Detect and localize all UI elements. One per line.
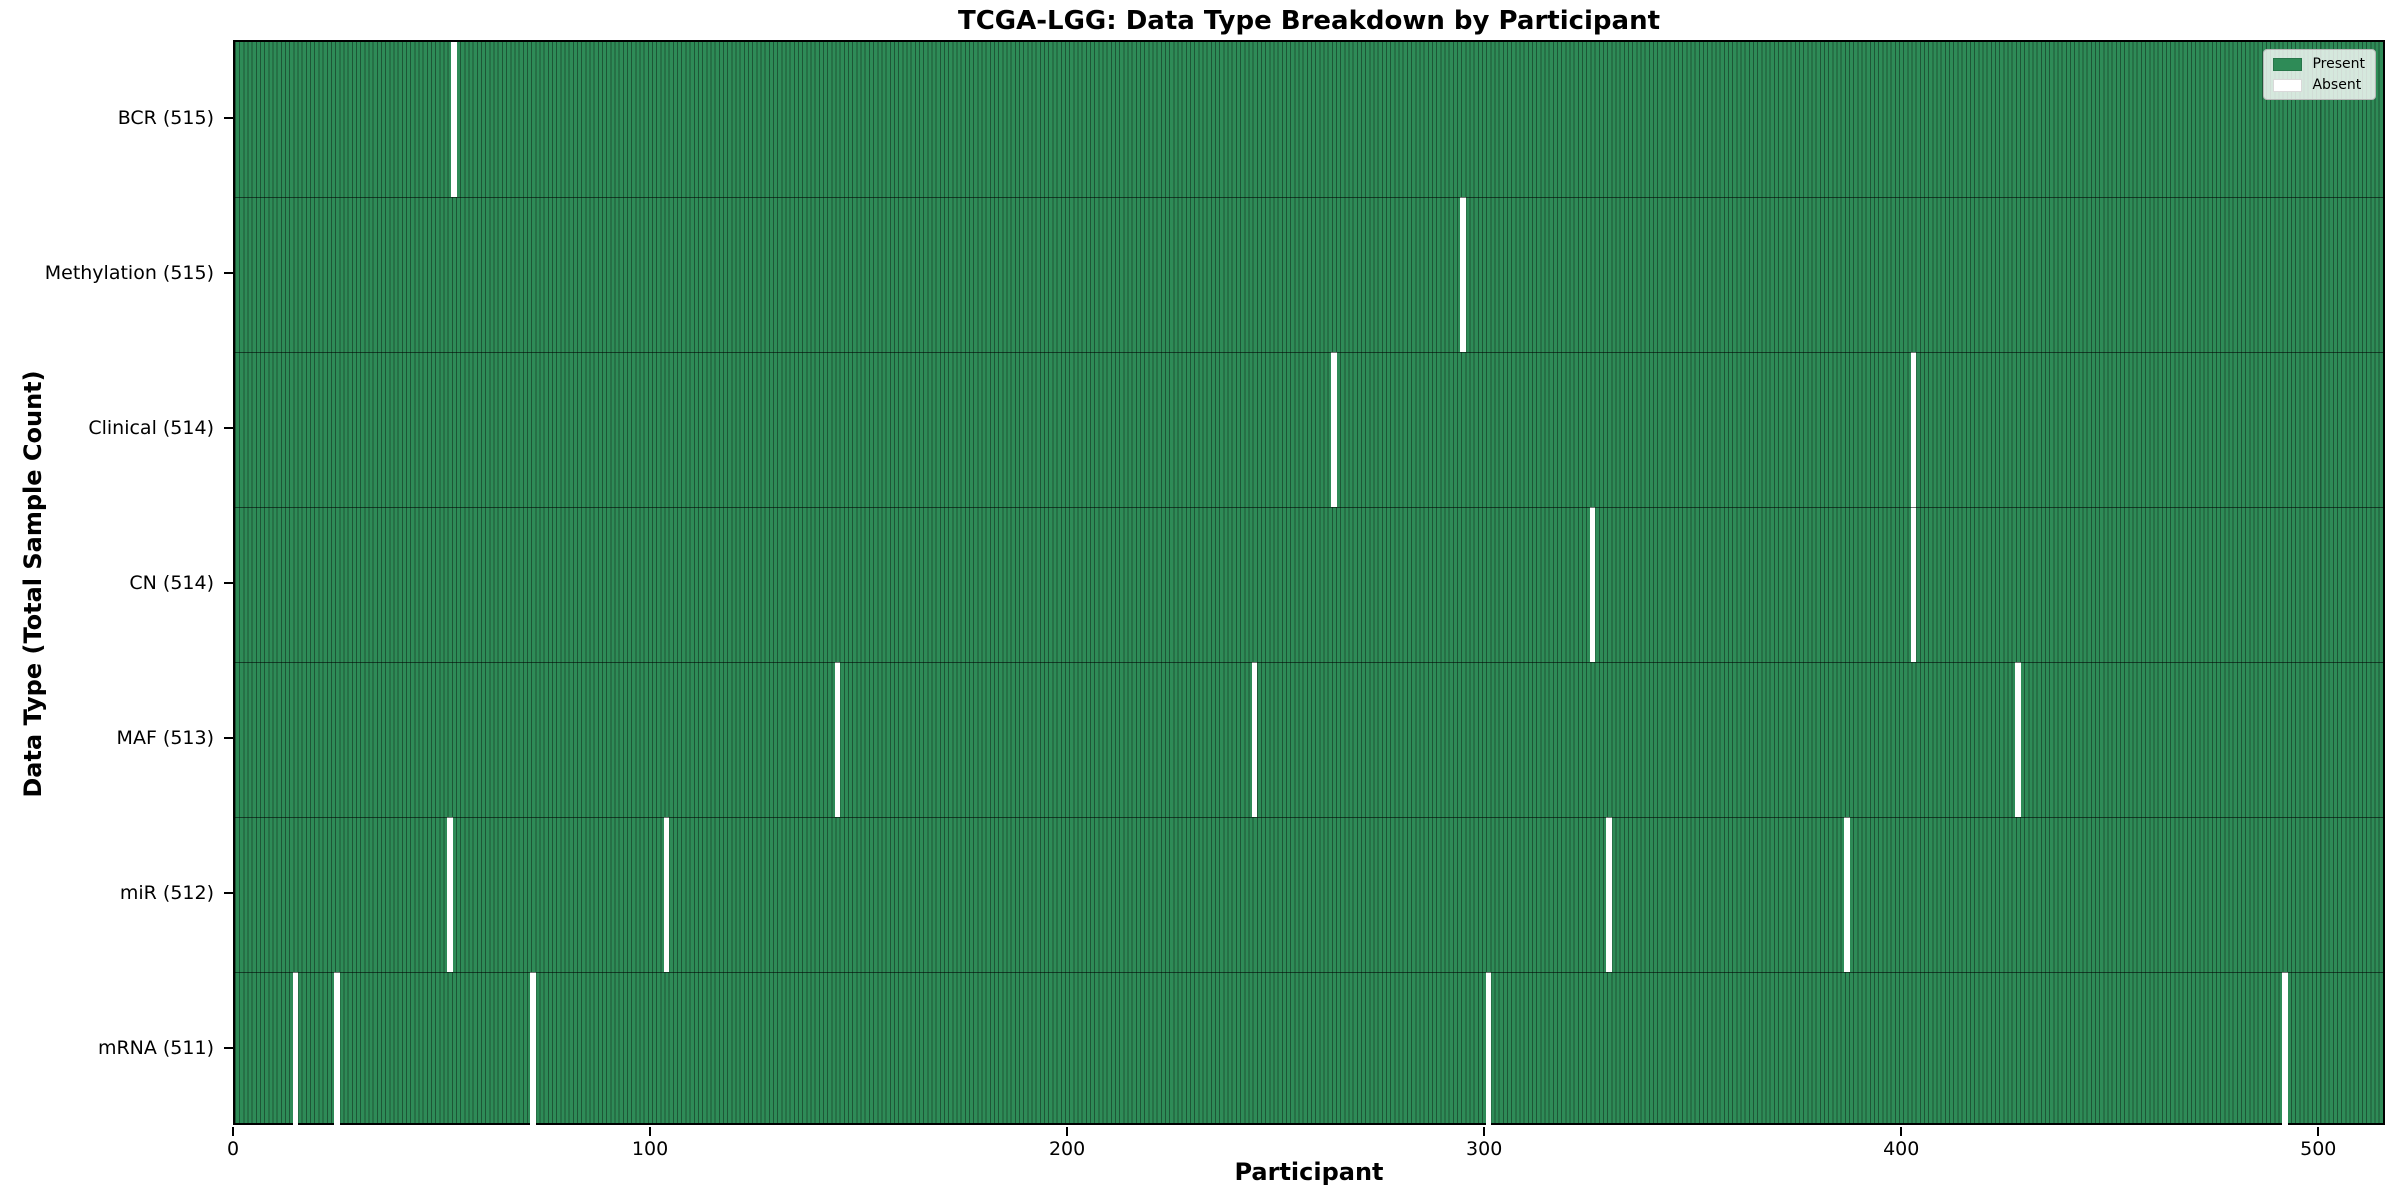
- ytick-mark: [224, 736, 233, 739]
- absent-marker-mRNA-300: [1485, 972, 1491, 1127]
- legend-label-absent: Absent: [2312, 77, 2362, 93]
- xtick-mark: [232, 1127, 234, 1136]
- heatmap-row-miR: [235, 817, 2383, 972]
- xtick-mark: [1483, 1127, 1486, 1136]
- absent-marker-MAF-427: [2015, 662, 2021, 817]
- xtick-label-500: 500: [2300, 1138, 2337, 1160]
- heatmap-row-Methylation: [235, 197, 2383, 352]
- absent-marker-miR-386: [1844, 817, 1850, 972]
- heatmap-row-BCR: [235, 42, 2383, 197]
- absent-marker-mRNA-24: [334, 972, 340, 1127]
- x-axis-label: Participant: [1234, 1158, 1384, 1186]
- ytick-label-BCR: BCR (515): [117, 106, 214, 129]
- row-separator: [235, 662, 2383, 663]
- absent-marker-miR-329: [1606, 817, 1612, 972]
- legend-entry-present: Present: [2273, 57, 2365, 71]
- row-separator: [235, 817, 2383, 818]
- absent-marker-mRNA-71: [530, 972, 536, 1127]
- plot-area: Present Absent: [233, 40, 2385, 1127]
- absent-marker-CN-325: [1589, 507, 1596, 662]
- row-separator: [235, 507, 2383, 508]
- absent-marker-MAF-244: [1251, 662, 1258, 817]
- absent-marker-miR-103: [663, 817, 670, 972]
- absent-marker-mRNA-491: [2282, 972, 2288, 1127]
- absent-marker-CN-402: [1910, 507, 1917, 662]
- xtick-mark: [2317, 1127, 2320, 1136]
- chart-title: TCGA-LGG: Data Type Breakdown by Partici…: [957, 6, 1661, 36]
- legend: Present Absent: [2263, 49, 2376, 100]
- ytick-mark: [224, 116, 233, 119]
- ytick-label-CN: CN (514): [129, 571, 214, 594]
- absent-marker-BCR-52: [451, 42, 457, 197]
- ytick-mark: [224, 426, 233, 429]
- xtick-label-100: 100: [631, 1138, 669, 1160]
- xtick-label-0: 0: [226, 1138, 240, 1160]
- absent-swatch: [2273, 78, 2303, 92]
- row-separator: [235, 972, 2383, 973]
- xtick-label-400: 400: [1883, 1138, 1920, 1160]
- ytick-label-Methylation: Methylation (515): [44, 261, 214, 284]
- present-swatch: [2273, 57, 2303, 71]
- xtick-mark: [1066, 1127, 1069, 1136]
- ytick-label-miR: miR (512): [119, 881, 214, 904]
- row-separator: [235, 197, 2383, 198]
- xtick-mark: [649, 1127, 652, 1136]
- ytick-label-Clinical: Clinical (514): [88, 416, 214, 439]
- ytick-mark: [224, 271, 233, 274]
- heatmap-row-CN: [235, 507, 2383, 662]
- xtick-label-300: 300: [1466, 1138, 1503, 1160]
- absent-marker-Methylation-294: [1460, 197, 1466, 352]
- ytick-mark: [224, 1046, 233, 1049]
- absent-marker-Clinical-263: [1331, 352, 1337, 507]
- ytick-label-mRNA: mRNA (511): [97, 1036, 214, 1059]
- xtick-label-200: 200: [1048, 1138, 1086, 1160]
- heatmap-cells: [235, 42, 2383, 1123]
- legend-entry-absent: Absent: [2273, 78, 2365, 92]
- xtick-mark: [1900, 1127, 1903, 1136]
- heatmap-row-mRNA: [235, 972, 2383, 1127]
- absent-marker-MAF-144: [834, 662, 841, 817]
- heatmap-row-MAF: [235, 662, 2383, 817]
- ytick-mark: [224, 891, 233, 894]
- ytick-label-MAF: MAF (513): [116, 726, 214, 749]
- heatmap-row-Clinical: [235, 352, 2383, 507]
- row-separator: [235, 352, 2383, 353]
- absent-marker-Clinical-402: [1910, 352, 1917, 507]
- absent-marker-mRNA-14: [292, 972, 299, 1127]
- legend-label-present: Present: [2312, 56, 2365, 72]
- ytick-mark: [224, 581, 233, 584]
- absent-marker-miR-51: [447, 817, 453, 972]
